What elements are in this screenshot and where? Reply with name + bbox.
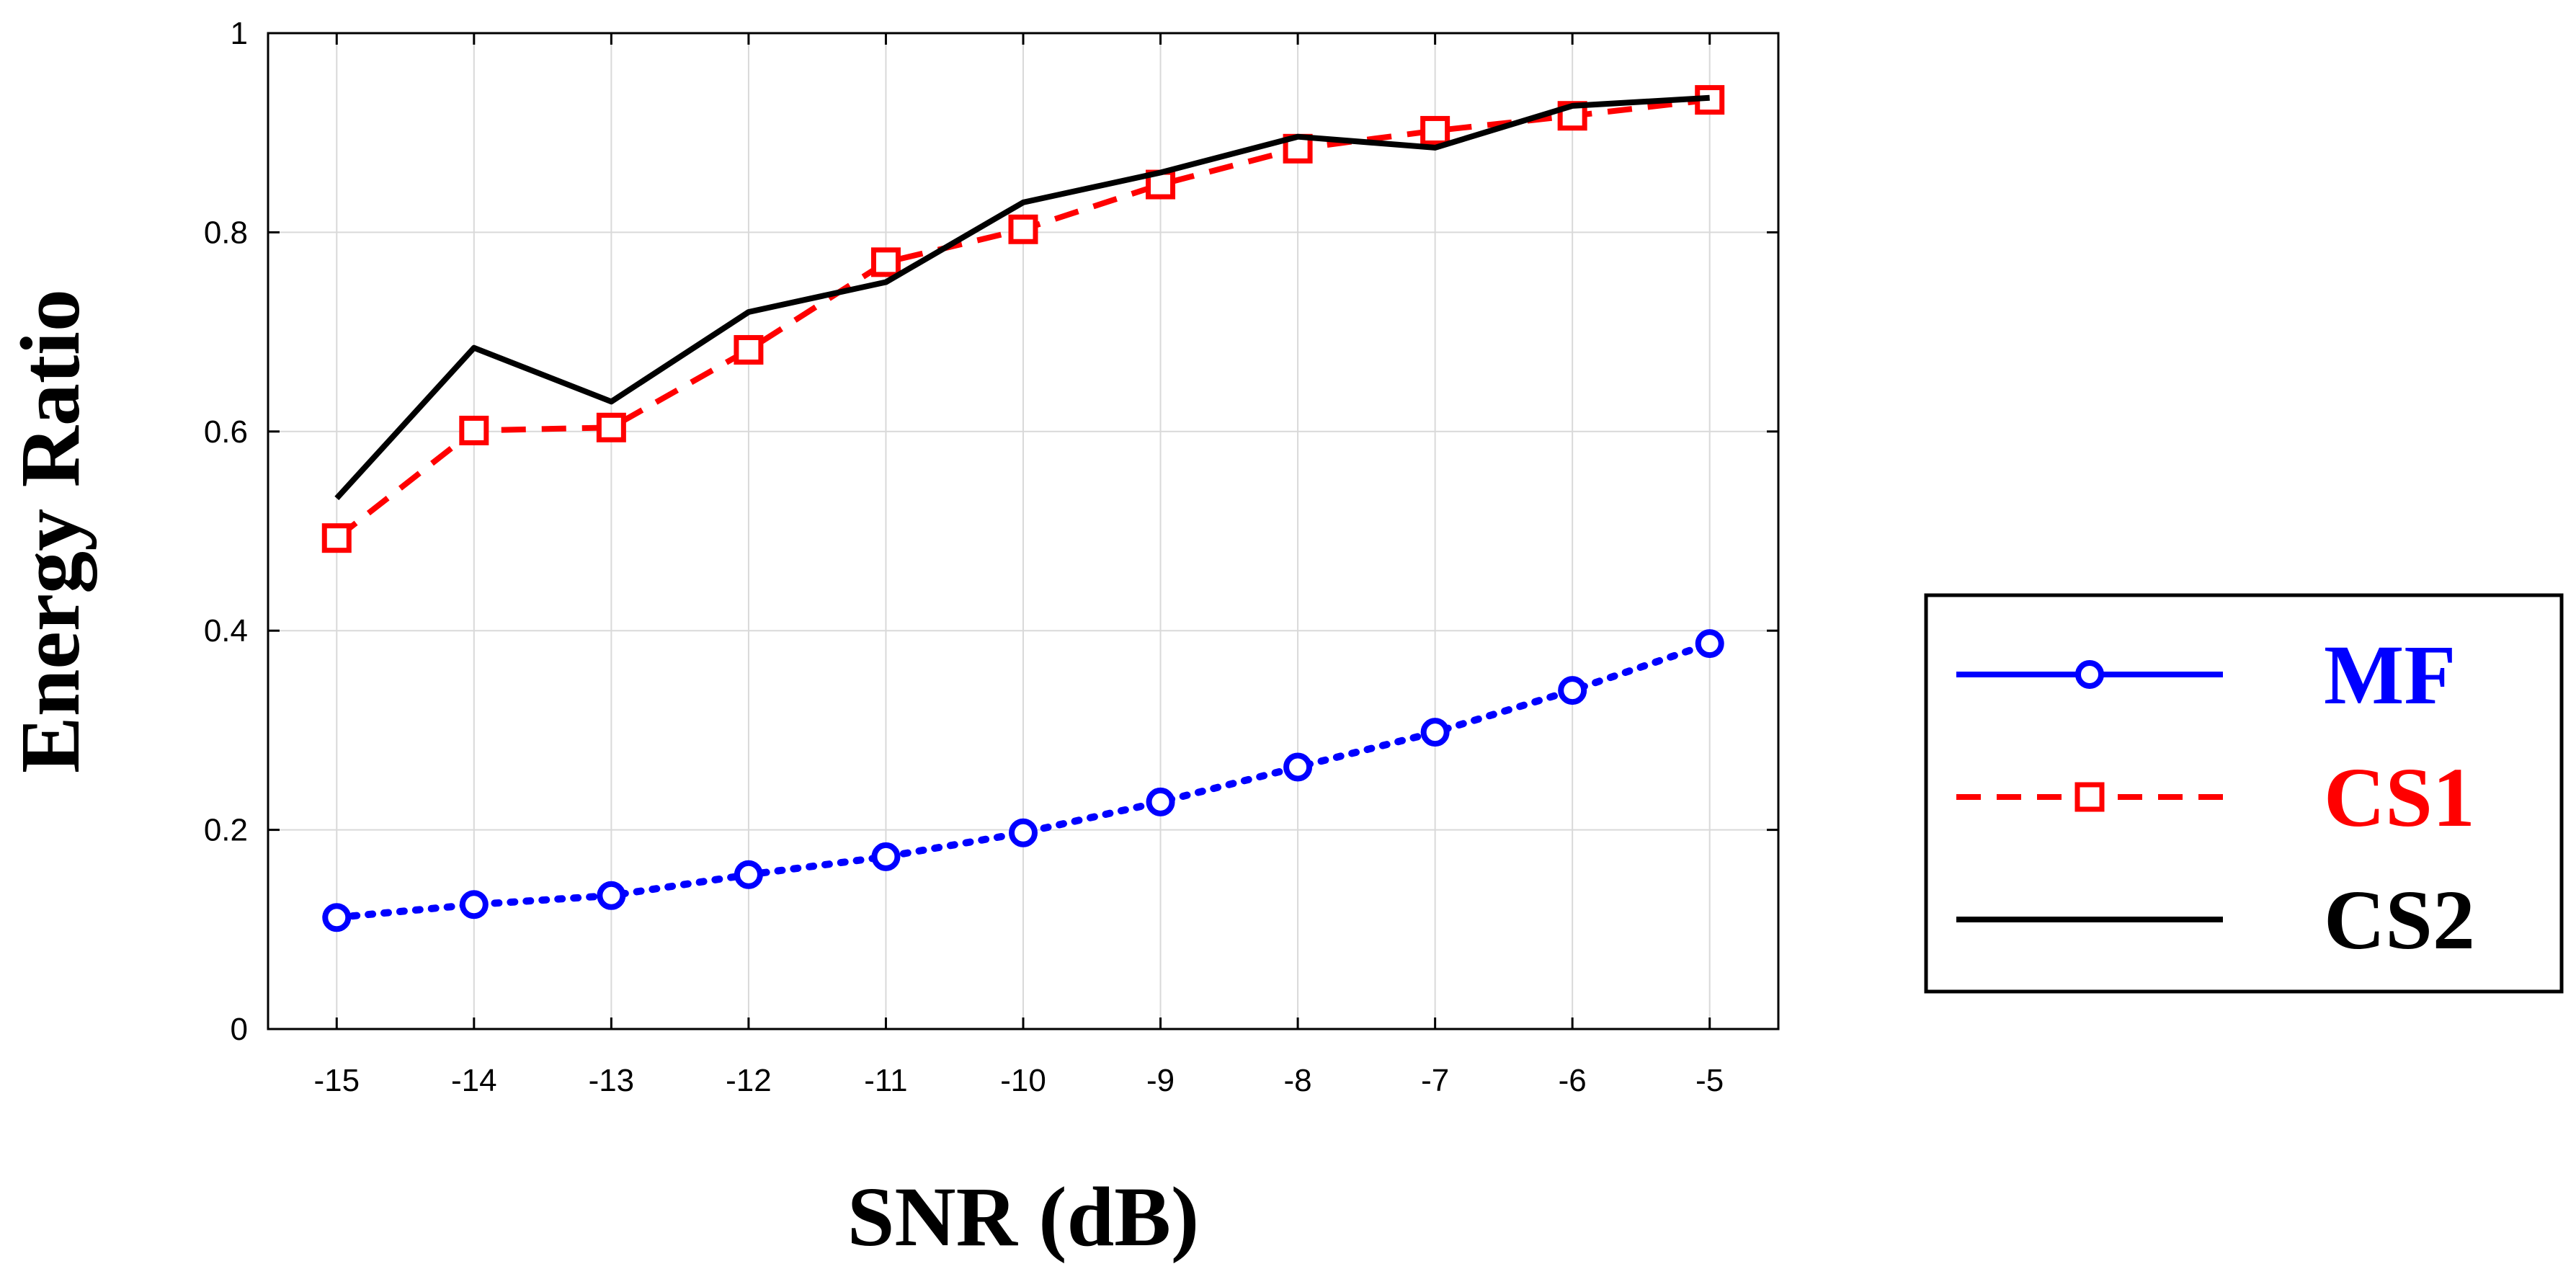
series-cs2 [334,94,1710,501]
x-tick-label: -15 [313,1063,360,1098]
data-point-mf [1558,676,1587,705]
axis-ticks: -15 -14 -13 -12 -11 -10 -9 -8 -7 -6 -5 0 0.2 0.4 0.6 0.… [204,16,1778,1098]
x-tick-label: -8 [1284,1063,1312,1098]
grid [268,32,1778,1030]
data-point-mf [734,860,763,889]
series-line-cs2 [334,94,1710,501]
series-layer [321,85,1725,932]
x-tick-label: -9 [1146,1063,1175,1098]
data-point-cs1 [734,334,764,365]
y-tick-label: 0.8 [204,215,248,250]
data-point-mf [1420,718,1450,747]
x-tick-label: -12 [726,1063,772,1098]
x-tick-label: -14 [451,1063,497,1098]
data-point-mf [1283,752,1313,782]
series-mf [322,629,1724,932]
data-point-cs1 [459,415,489,445]
y-tick-label: 0.2 [204,813,248,848]
x-tick-label: -11 [864,1063,907,1098]
series-line-mf [333,640,1713,922]
data-point-mf [871,842,901,871]
y-tick-label: 0.4 [204,613,248,649]
data-point-cs1 [321,523,352,553]
data-point-cs1 [596,412,626,442]
legend-label: MF [2324,628,2456,722]
data-point-cs1 [1420,115,1450,146]
legend-item-cs2: CS2 [1956,873,2475,967]
legend-box [1924,593,2564,994]
data-point-cs1 [870,247,901,277]
legend-item-cs1: CS1 [1956,750,2475,845]
legend: MF CS1 CS2 [1924,593,2564,994]
x-axis-label: SNR (dB) [847,1170,1199,1264]
y-tick-label: 0.6 [204,414,248,450]
y-tick-label: 1 [231,16,248,51]
x-tick-label: -13 [589,1063,635,1098]
y-tick-label: 0 [231,1012,248,1047]
x-tick-label: -6 [1559,1063,1587,1098]
y-axis-label: Energy Ratio [3,289,97,773]
data-point-mf [459,890,489,919]
x-tick-label: -10 [1000,1063,1046,1098]
legend-item-mf: MF [1956,628,2456,722]
data-point-mf [1695,629,1724,659]
data-point-mf [597,881,626,910]
data-point-mf [1009,818,1038,847]
x-tick-label: -7 [1421,1063,1449,1098]
data-point-mf [1146,787,1175,816]
legend-label: CS2 [2324,873,2475,967]
x-tick-label: -5 [1695,1063,1724,1098]
legend-swatch-marker [2074,782,2105,812]
legend-label: CS1 [2324,750,2475,845]
legend-swatch-marker [2075,660,2104,689]
data-point-mf [322,903,352,932]
data-point-cs1 [1008,214,1038,244]
